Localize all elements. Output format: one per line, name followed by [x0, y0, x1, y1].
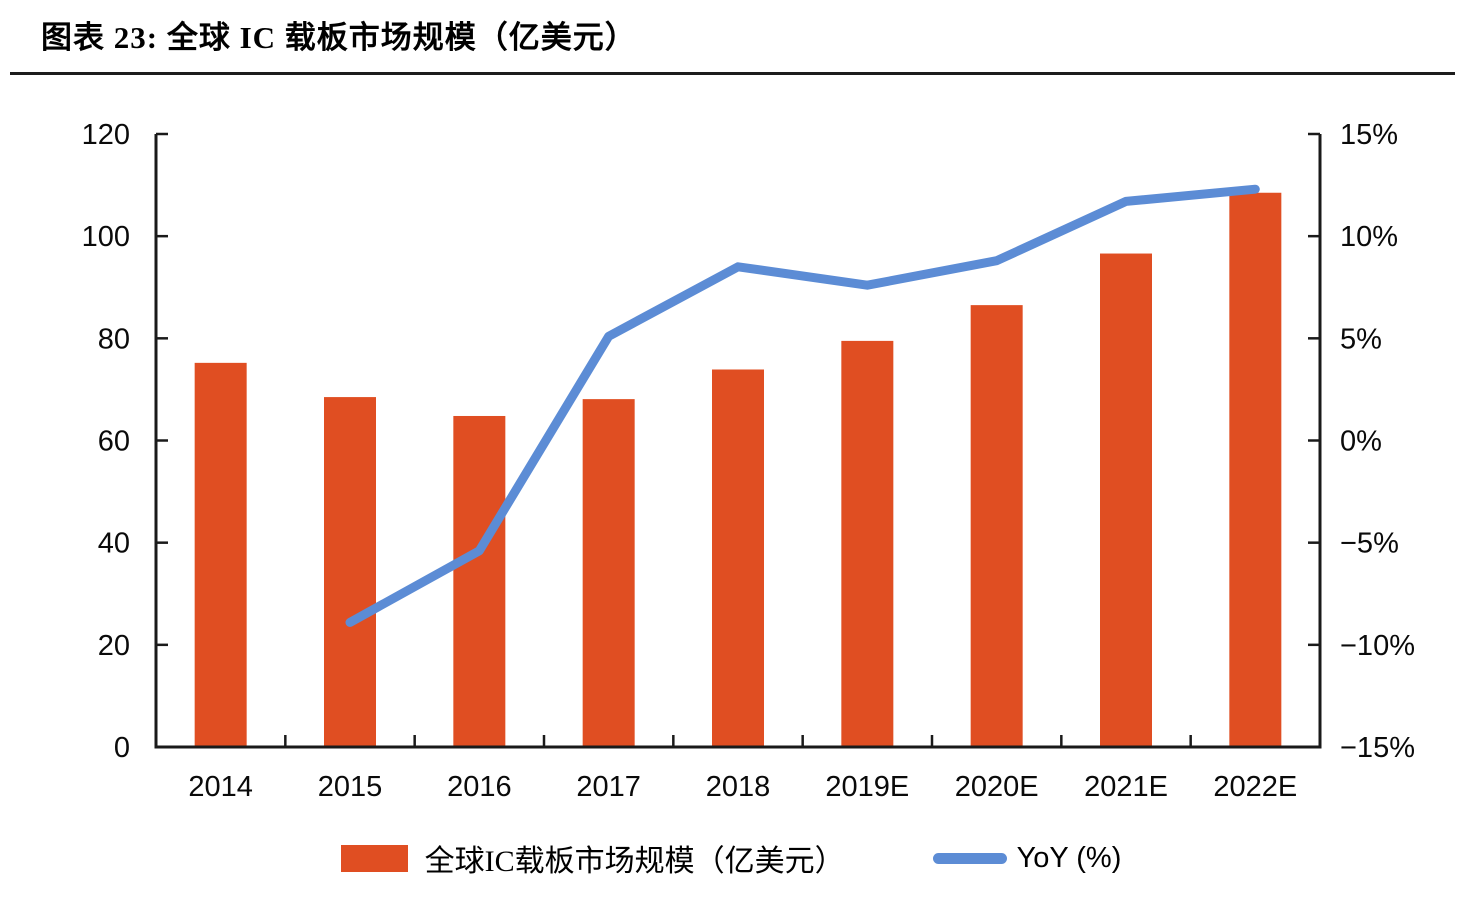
right-axis-tick-label: 15%	[1340, 119, 1398, 151]
legend-label-yoy: YoY (%)	[1016, 841, 1122, 874]
right-axis-tick-label: −10%	[1340, 630, 1415, 662]
x-axis-category-label: 2015	[318, 771, 383, 803]
x-axis-category-label: 2019E	[825, 771, 909, 803]
chart-legend: 全球IC载板市场规模（亿美元） YoY (%)	[0, 836, 1462, 880]
bar-2020E	[970, 305, 1023, 747]
left-axis-tick-label: 20	[98, 630, 130, 662]
left-axis-tick-label: 60	[98, 426, 130, 458]
bar-2018	[712, 369, 764, 747]
left-axis-tick-label: 100	[82, 221, 130, 253]
bar-2017	[582, 399, 635, 747]
bar-2021E	[1100, 253, 1152, 747]
chart-title: 图表 23: 全球 IC 载板市场规模（亿美元）	[41, 20, 637, 55]
bar-2015	[324, 397, 376, 747]
chart-canvas: 0 20 40 60 80 100 120 −15% −10% −5% 0% 5% 10% 15% 2014…	[82, 119, 1415, 803]
bar-2014	[194, 362, 247, 747]
right-axis-tick-label: 0%	[1340, 426, 1382, 458]
left-axis-tick-label: 80	[98, 323, 130, 355]
yoy-line	[345, 184, 1260, 627]
x-axis-category-label: 2022E	[1213, 771, 1297, 803]
left-axis-tick-label: 40	[98, 528, 130, 560]
left-axis-tick-label: 0	[114, 732, 130, 764]
right-axis-tick-label: −5%	[1340, 528, 1399, 560]
x-axis-category-label: 2014	[188, 771, 253, 803]
x-axis-category-label: 2021E	[1084, 771, 1168, 803]
bar-2022E	[1229, 192, 1282, 747]
line-series-swatch-icon	[932, 852, 1007, 864]
legend-item-yoy: YoY (%)	[932, 841, 1122, 875]
x-axis-category-label: 2020E	[955, 771, 1039, 803]
legend-item-market-size: 全球IC载板市场规模（亿美元）	[340, 836, 845, 880]
title-divider	[10, 72, 1455, 75]
x-axis-category-label: 2016	[447, 771, 512, 803]
left-axis-tick-label: 120	[82, 119, 130, 151]
legend-label-market-size: 全球IC载板市场规模（亿美元）	[424, 845, 845, 878]
x-axis-category-label: 2017	[576, 771, 641, 803]
bar-series-swatch-icon	[340, 844, 408, 872]
right-axis-tick-label: −15%	[1340, 732, 1415, 764]
right-axis-tick-label: 10%	[1340, 221, 1398, 253]
right-axis-tick-label: 5%	[1340, 323, 1382, 355]
bar-2016	[453, 415, 506, 747]
bar-2019E	[841, 340, 894, 747]
x-axis-category-label: 2018	[706, 771, 771, 803]
